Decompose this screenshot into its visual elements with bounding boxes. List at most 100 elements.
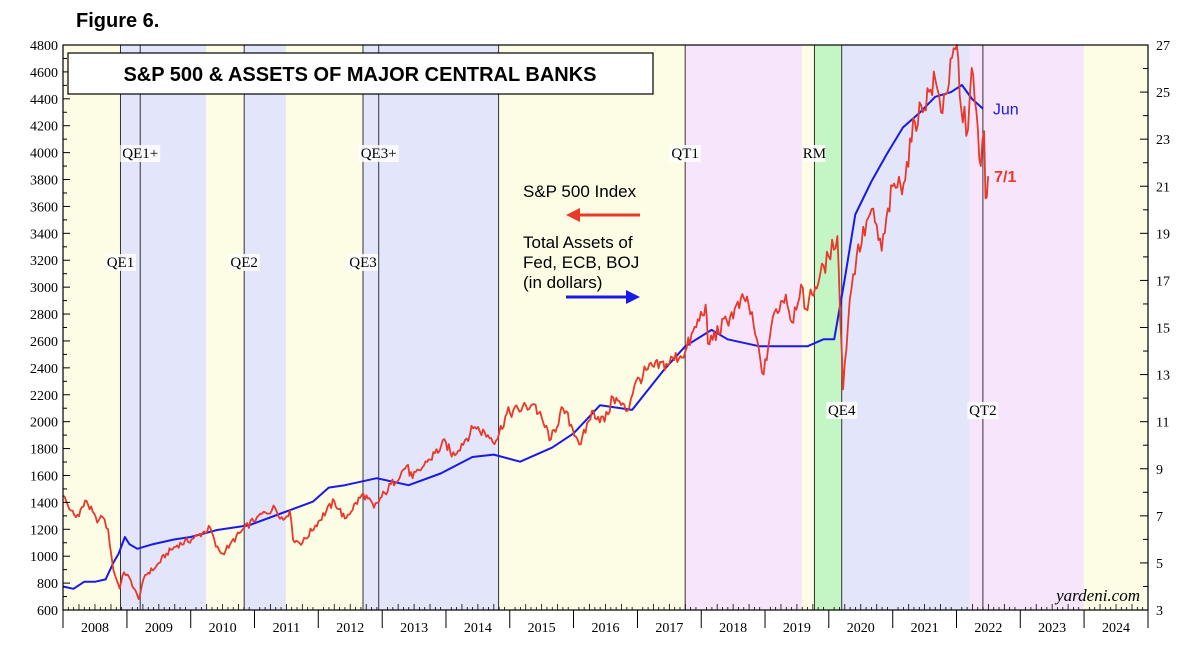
right-tick-label: 11 bbox=[1156, 416, 1169, 431]
left-tick-label: 4200 bbox=[30, 120, 58, 135]
left-tick-label: 4600 bbox=[30, 66, 58, 81]
left-tick-label: 2600 bbox=[30, 335, 58, 350]
x-tick-label: 2011 bbox=[273, 621, 300, 636]
left-tick-label: 3600 bbox=[30, 200, 58, 215]
legend-assets-label-line1: Total Assets of bbox=[523, 233, 633, 252]
chart-title: S&P 500 & ASSETS OF MAJOR CENTRAL BANKS bbox=[123, 64, 596, 86]
assets-line bbox=[62, 84, 984, 590]
regime-band-qe bbox=[841, 45, 970, 610]
event-label-rm: RM bbox=[803, 146, 826, 162]
left-tick-label: 1600 bbox=[30, 469, 58, 484]
right-tick-label: 17 bbox=[1156, 274, 1170, 289]
x-tick-label: 2021 bbox=[911, 621, 939, 636]
x-tick-label: 2008 bbox=[81, 621, 109, 636]
regime-band-qe bbox=[362, 45, 499, 610]
regime-band-qt bbox=[685, 45, 802, 610]
event-label-qe4: QE4 bbox=[828, 403, 856, 419]
regime-band-neutral bbox=[206, 45, 245, 610]
left-tick-label: 3400 bbox=[30, 227, 58, 242]
x-tick-label: 2022 bbox=[974, 621, 1002, 636]
event-label-qt1: QT1 bbox=[671, 146, 699, 162]
event-label-bg bbox=[120, 145, 161, 162]
left-tick-label: 3800 bbox=[30, 174, 58, 189]
left-tick-label: 1800 bbox=[30, 443, 58, 458]
legend-assets-arrow bbox=[566, 290, 640, 304]
regime-band-neutral bbox=[498, 45, 686, 610]
event-label-qt2: QT2 bbox=[969, 403, 997, 419]
x-tick-label: 2013 bbox=[400, 621, 428, 636]
regime-band-neutral bbox=[1083, 45, 1148, 610]
left-axis: 600 800 1000 1200 1400 1600 1800 2000 2200 2400 26… bbox=[30, 39, 70, 619]
right-tick-label: 27 bbox=[1156, 39, 1170, 54]
right-tick-label: 7 bbox=[1156, 510, 1163, 525]
event-label-bg bbox=[104, 253, 136, 271]
policy-regime-bands bbox=[63, 45, 1148, 610]
event-label-bg bbox=[967, 401, 999, 419]
assets-end-label: Jun bbox=[993, 102, 1019, 119]
x-tick-label: 2014 bbox=[464, 621, 492, 636]
x-tick-label: 2016 bbox=[592, 621, 620, 636]
x-tick-label: 2018 bbox=[719, 621, 747, 636]
right-tick-label: 15 bbox=[1156, 322, 1170, 337]
legend-sp500-arrow bbox=[566, 208, 640, 222]
x-tick-label: 2020 bbox=[847, 621, 875, 636]
left-tick-label: 3000 bbox=[30, 281, 58, 296]
event-label-qe2: QE2 bbox=[230, 255, 258, 271]
left-tick-label: 600 bbox=[37, 604, 58, 619]
x-tick-label: 2019 bbox=[783, 621, 811, 636]
event-label-bg bbox=[826, 401, 858, 419]
left-tick-label: 2800 bbox=[30, 308, 58, 323]
right-tick-label: 23 bbox=[1156, 133, 1170, 148]
left-tick-label: 1400 bbox=[30, 496, 58, 511]
event-label-qe1-plus: QE1+ bbox=[122, 146, 158, 162]
sp500-line bbox=[62, 44, 989, 601]
regime-band-neutral bbox=[285, 45, 363, 610]
right-tick-label: 3 bbox=[1156, 604, 1163, 619]
x-axis: 2008 2009 2010 2011 2012 2013 2014 2015 2016 2017… bbox=[62, 604, 1149, 636]
legend-sp500-label: S&P 500 Index bbox=[523, 182, 637, 201]
figure-label: Figure 6. bbox=[76, 10, 160, 32]
right-tick-label: 19 bbox=[1156, 227, 1170, 242]
sp500-end-label: 7/1 bbox=[994, 169, 1016, 186]
event-label-qe1: QE1 bbox=[107, 255, 135, 271]
event-label-bg bbox=[358, 145, 399, 162]
x-tick-label: 2015 bbox=[528, 621, 556, 636]
legend-assets-label-line3: (in dollars) bbox=[523, 273, 602, 292]
x-tick-label: 2010 bbox=[209, 621, 237, 636]
right-tick-label: 25 bbox=[1156, 86, 1170, 101]
left-tick-label: 1200 bbox=[30, 523, 58, 538]
event-label-bg bbox=[669, 145, 701, 162]
regime-band-neutral bbox=[801, 45, 815, 610]
event-label-bg bbox=[803, 145, 826, 162]
event-label-qe3: QE3 bbox=[349, 255, 377, 271]
left-tick-label: 2000 bbox=[30, 416, 58, 431]
right-tick-label: 9 bbox=[1156, 463, 1163, 478]
right-axis: 3 5 7 9 11 13 15 17 19 21 23 25 27 bbox=[1140, 39, 1170, 619]
left-tick-label: 800 bbox=[37, 577, 58, 592]
right-tick-label: 21 bbox=[1156, 180, 1170, 195]
event-label-bg bbox=[228, 253, 260, 271]
x-tick-label: 2009 bbox=[145, 621, 173, 636]
legend-assets-label-line2: Fed, ECB, BOJ bbox=[523, 253, 639, 272]
regime-band-rm bbox=[814, 45, 842, 610]
left-tick-label: 2400 bbox=[30, 362, 58, 377]
right-tick-label: 13 bbox=[1156, 369, 1170, 384]
left-tick-label: 4400 bbox=[30, 93, 58, 108]
left-tick-label: 4800 bbox=[30, 39, 58, 54]
chart-title-box: S&P 500 & ASSETS OF MAJOR CENTRAL BANKS bbox=[67, 52, 654, 95]
regime-band-neutral bbox=[63, 45, 121, 610]
left-tick-label: 2200 bbox=[30, 389, 58, 404]
regime-band-qe bbox=[120, 45, 207, 610]
title-box bbox=[67, 52, 654, 95]
regime-band-qt bbox=[969, 45, 1084, 610]
policy-event-lines: QE1 QE1+ QE2 QE3 QE3+ QT1 RM QE4 QT2 bbox=[104, 45, 999, 610]
sp500-series bbox=[62, 44, 989, 601]
event-label-qe3-plus: QE3+ bbox=[361, 146, 397, 162]
source-credit: yardeni.com bbox=[1054, 586, 1140, 605]
left-tick-label: 4000 bbox=[30, 147, 58, 162]
x-tick-label: 2012 bbox=[336, 621, 364, 636]
x-tick-label: 2017 bbox=[655, 621, 683, 636]
x-tick-label: 2024 bbox=[1102, 621, 1130, 636]
series-end-labels: Jun 7/1 bbox=[993, 102, 1019, 187]
